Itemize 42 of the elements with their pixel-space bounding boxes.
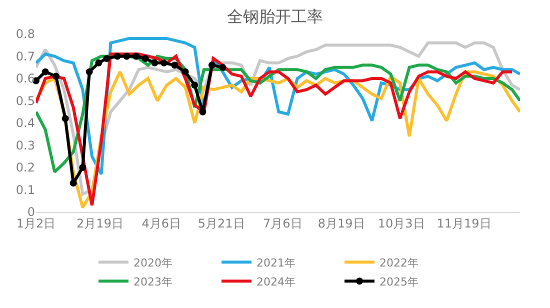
point — [52, 72, 60, 80]
x-tick-label: 5月21日 — [198, 216, 245, 230]
point — [95, 59, 102, 66]
x-tick-label: 2月19日 — [76, 216, 124, 230]
y-tick-label: 0.8 — [16, 27, 35, 42]
y-tick-label: 0.6 — [16, 72, 35, 86]
point — [160, 59, 168, 66]
x-tick-label: 10月3日 — [378, 216, 425, 230]
point — [70, 180, 77, 187]
point — [132, 52, 140, 60]
point — [79, 164, 86, 171]
point — [86, 68, 93, 76]
point — [182, 68, 189, 76]
point — [62, 115, 69, 122]
x-tick-label: 7月6日 — [263, 216, 302, 230]
y-tick-label: 0.4 — [16, 116, 35, 130]
point — [123, 52, 130, 60]
y-tick-label: 0.5 — [16, 94, 35, 108]
legend-label: 2024年 — [256, 275, 296, 288]
x-tick-label: 4月6日 — [142, 216, 181, 230]
x-tick-label: 8月19日 — [318, 216, 365, 230]
point — [199, 108, 206, 116]
legend-label: 2021年 — [256, 256, 296, 270]
point — [42, 68, 49, 76]
y-tick-label: 0.7 — [16, 49, 35, 64]
point — [103, 54, 110, 62]
y-tick-label: 0.1 — [16, 182, 35, 197]
point — [114, 52, 121, 60]
legend-label: 2025年 — [380, 275, 418, 288]
x-tick-label: 11月19日 — [436, 216, 492, 230]
legend-label: 2023年 — [134, 275, 172, 288]
y-tick-label: 0.2 — [16, 160, 35, 175]
point — [208, 62, 216, 69]
point — [171, 62, 178, 69]
legend-label: 2020年 — [134, 256, 172, 270]
point — [219, 64, 226, 71]
point — [151, 59, 158, 66]
chart-title: 全钢胎开工率 — [227, 6, 323, 26]
legend-label: 2022年 — [380, 256, 418, 270]
point — [191, 82, 198, 89]
y-tick-label: 0.3 — [16, 138, 35, 152]
point — [142, 54, 149, 62]
